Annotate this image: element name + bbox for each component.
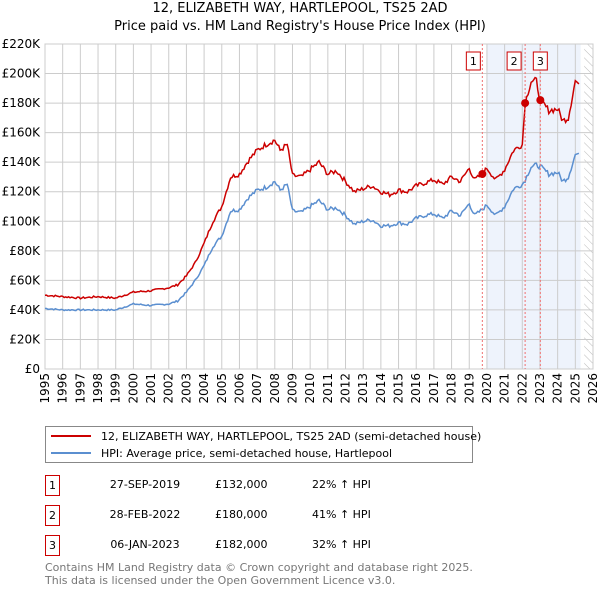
sale-marker-label: 1 [45,475,60,496]
x-tick-label: 1998 [91,373,105,404]
y-tick-label: £180K [2,96,42,110]
x-tick-label: 2000 [126,373,140,404]
y-tick-label: £20K [9,332,41,346]
x-tick-label: 2013 [356,373,370,404]
hpi-line [44,152,580,312]
x-tick-label: 2018 [445,373,459,404]
sale-price: £132,000 [215,478,268,491]
x-tick-label: 2010 [303,373,317,404]
sale-label: 2 [511,55,518,68]
x-tick-label: 2023 [533,373,547,404]
x-tick-label: 2014 [374,373,388,404]
sale-row: 3 06-JAN-2023 £182,000 32% ↑ HPI [45,535,465,556]
sale-price: £182,000 [215,538,268,551]
forecast-hatch [584,44,593,369]
x-tick-label: 2015 [392,373,406,404]
x-tick-label: 1999 [109,373,123,404]
sale-label: 3 [537,55,544,68]
sale-label-box [506,51,522,71]
x-tick-label: 2019 [462,373,476,404]
legend-item-hpi: HPI: Average price, semi-detached house,… [51,445,392,461]
sale-row: 1 27-SEP-2019 £132,000 22% ↑ HPI [45,475,465,496]
y-tick-label: £40K [9,303,41,317]
sale-hpi-diff: 22% ↑ HPI [312,478,371,491]
y-tick-label: £80K [9,244,41,258]
y-tick-label: £60K [9,273,41,287]
sale-point [521,99,530,108]
x-tick-label: 2004 [197,373,211,404]
legend-label: 12, ELIZABETH WAY, HARTLEPOOL, TS25 2AD … [101,429,482,443]
x-tick-label: 2026 [586,373,600,404]
x-tick-label: 2011 [321,373,335,404]
plot-frame [44,43,594,370]
x-tick-label: 2002 [162,373,176,404]
sale-hpi-diff: 41% ↑ HPI [312,508,371,521]
x-tick-label: 2022 [515,373,529,404]
x-tick-label: 2009 [285,373,299,404]
legend-label: HPI: Average price, semi-detached house,… [101,446,393,460]
sale-point [478,170,487,178]
y-tick-label: £220K [2,37,42,51]
sale-marker-label: 2 [45,505,60,526]
y-tick-label: £140K [2,155,42,169]
sale-period-shading [486,44,581,369]
legend-item-property: 12, ELIZABETH WAY, HARTLEPOOL, TS25 2AD … [51,428,481,444]
x-tick-label: 2016 [409,373,423,404]
y-tick-label: £120K [2,185,42,199]
x-tick-label: 2024 [551,373,565,404]
footer-licence: This data is licensed under the Open Gov… [45,574,396,587]
y-tick-label: £0 [25,362,40,376]
x-tick-label: 1997 [73,373,87,404]
chart-title: 12, ELIZABETH WAY, HARTLEPOOL, TS25 2AD [152,1,448,16]
x-tick-label: 2008 [268,373,282,404]
legend-swatch-blue [51,452,91,454]
sale-date: 28-FEB-2022 [109,508,181,521]
legend-swatch-red [51,435,91,437]
footer-copyright: Contains HM Land Registry data © Crown c… [45,561,473,574]
sale-marker-label: 3 [45,535,60,556]
chart-subtitle: Price paid vs. HM Land Registry's House … [114,19,486,34]
sale-label-box [532,51,548,71]
y-tick-label: £200K [2,67,42,81]
legend: 12, ELIZABETH WAY, HARTLEPOOL, TS25 2AD … [45,426,481,463]
x-tick-label: 1995 [38,373,52,404]
sale-date: 06-JAN-2023 [110,538,180,551]
x-tick-label: 2006 [232,373,246,404]
sale-price: £180,000 [215,508,268,521]
sale-hpi-diff: 32% ↑ HPI [312,538,371,551]
x-tick-label: 2001 [144,373,158,404]
sale-label-box [465,51,481,71]
x-tick-label: 2021 [498,373,512,404]
price-chart: 1995 1996 1997 1998 1999 2000 2001 2002 2003 2004… [2,37,600,404]
x-tick-label: 1996 [56,373,70,404]
sale-date: 27-SEP-2019 [109,478,181,491]
x-tick-label: 2007 [250,373,264,404]
x-tick-label: 2005 [215,373,229,404]
sale-point [536,96,545,105]
sale-row: 2 28-FEB-2022 £180,000 41% ↑ HPI [45,505,465,526]
y-tick-label: £100K [2,214,42,228]
property-price-line [44,76,580,300]
x-tick-label: 2017 [427,373,441,404]
x-tick-label: 2003 [179,373,193,404]
sale-label: 1 [470,55,477,68]
y-tick-label: £160K [2,126,42,140]
x-tick-label: 2020 [480,373,494,404]
x-tick-label: 2012 [339,373,353,404]
x-tick-label: 2025 [568,373,582,404]
